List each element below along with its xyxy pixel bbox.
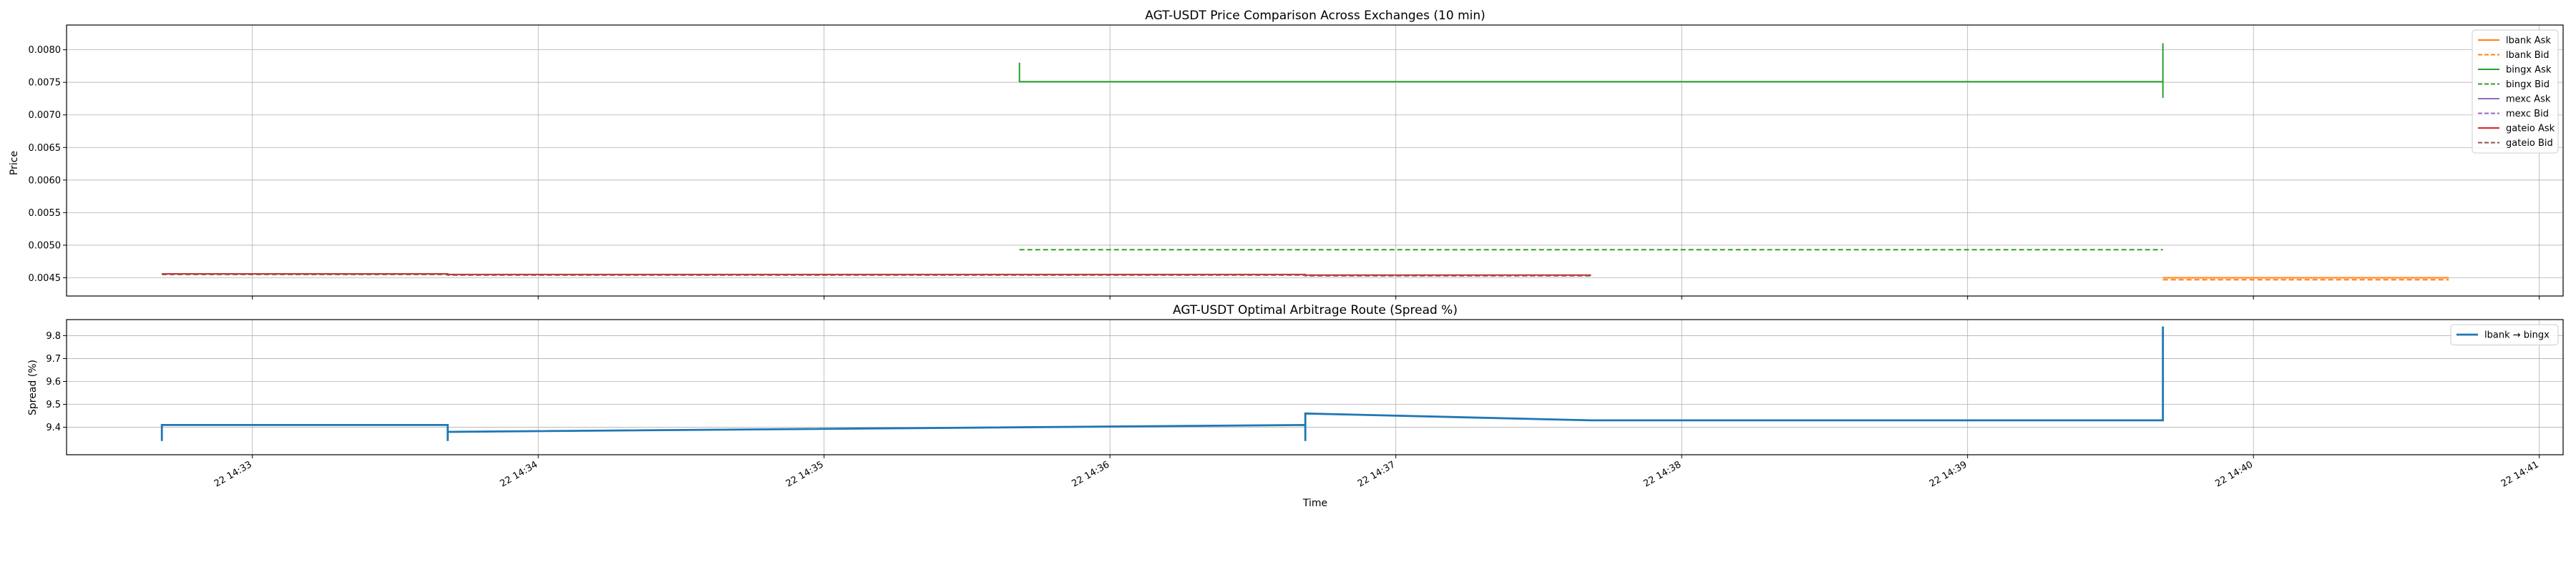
y-tick-label: 0.0045 [29,273,62,284]
y-tick-label: 0.0075 [29,78,62,89]
legend-label: lbank Ask [2506,36,2551,46]
y-tick-label: 9.6 [46,377,61,388]
y-tick-label: 9.7 [46,354,61,365]
spread-series [160,326,2165,441]
y-tick-label: 0.0080 [29,45,62,56]
series-line-bingx-ask [1018,43,2164,98]
legend-label: bingx Bid [2506,79,2550,90]
y-tick-label: 0.0070 [29,110,62,121]
legend-label: bingx Ask [2506,65,2552,76]
x-tick-label: 22 14:34 [498,459,540,489]
legend-box [2472,29,2559,154]
x-tick-label: 22 14:40 [2213,459,2255,489]
x-tick-label: 22 14:35 [784,459,826,489]
y-tick-label: 0.0050 [29,240,62,251]
spread-chart: 9.4 9.5 9.6 9.7 9.8 22 14:33 22 14:34 22 14:35… [27,303,2564,509]
series-line-lbank-bingx [160,326,2165,441]
spread-x-ticks: 22 14:33 22 14:34 22 14:35 22 14:36 22 14:37… [213,455,2541,490]
legend-label: lbank → bingx [2484,330,2550,341]
price-chart-title: AGT-USDT Price Comparison Across Exchang… [1145,9,1485,23]
spread-grid [67,320,2563,455]
spread-chart-title: AGT-USDT Optimal Arbitrage Route (Spread… [1173,303,1458,317]
spread-legend: lbank → bingx [2450,324,2559,345]
y-tick-label: 0.0065 [29,143,62,154]
x-tick-label: 22 14:36 [1070,459,1111,489]
legend-label: gateio Bid [2506,138,2553,149]
x-tick-label: 22 14:39 [1928,459,1969,489]
spread-y-axis-label: Spread (%) [27,360,39,415]
price-series [162,43,2449,281]
y-tick-label: 9.8 [46,331,61,342]
x-tick-label: 22 14:37 [1356,459,1397,489]
legend-label: mexc Bid [2506,109,2549,119]
x-tick-label: 22 14:41 [2499,459,2541,489]
legend-box [2450,324,2559,345]
price-comparison-chart: 0.0045 0.0050 0.0055 0.0060 0.0065 0.0070 0.00… [9,9,2564,300]
y-tick-label: 9.4 [46,423,61,433]
legend-label: gateio Ask [2506,124,2555,134]
price-grid [67,25,2563,296]
price-y-axis-label: Price [9,151,20,175]
spread-plot-frame [66,319,2564,455]
y-tick-label: 9.5 [46,400,61,410]
price-legend: lbank Ask lbank Bid bingx Ask bingx Bid mexc… [2472,29,2559,154]
price-y-ticks: 0.0045 0.0050 0.0055 0.0060 0.0065 0.0070 0.00… [29,45,67,284]
y-tick-label: 0.0060 [29,175,62,186]
price-x-ticks [252,296,2540,300]
legend-label: mexc Ask [2506,94,2551,105]
series-line-gateio-bid [162,273,1591,277]
x-axis-label: Time [1302,498,1327,509]
spread-y-ticks: 9.4 9.5 9.6 9.7 9.8 [46,331,67,433]
price-plot-frame [66,24,2564,297]
legend-label: lbank Bid [2506,50,2550,61]
y-tick-label: 0.0055 [29,208,62,219]
x-tick-label: 22 14:33 [213,459,254,489]
x-tick-label: 22 14:38 [1641,459,1683,489]
